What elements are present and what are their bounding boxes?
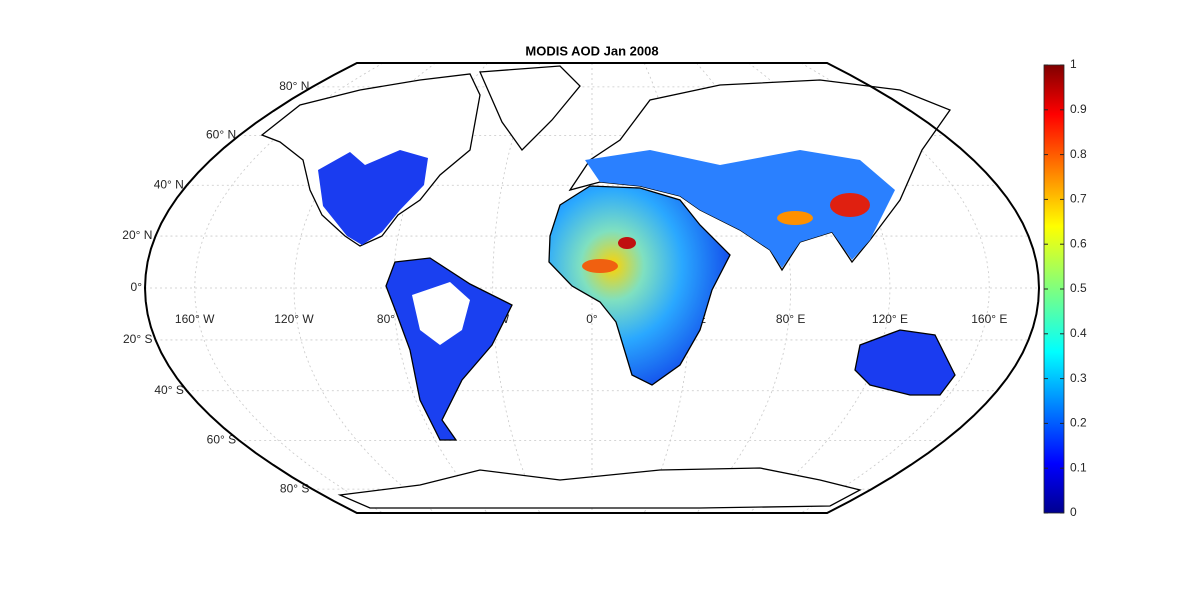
colorbar-tick-label: 0.6 [1070,236,1087,250]
lon-label: 80° E [776,312,805,326]
aod-hotspot [830,193,870,217]
land [260,65,956,509]
antarctica [337,467,862,509]
lat-label: 60° N [206,128,236,142]
colorbar-tick-label: 0.8 [1070,147,1087,161]
meridian [194,62,384,514]
meridian [800,62,990,514]
aod-hotspot [582,259,618,273]
colorbar-ticks: 0 0.1 0.2 0.3 0.4 0.5 0.6 0.7 0.8 0.9 1 [1044,57,1087,519]
colorbar-tick-label: 0.5 [1070,281,1087,295]
colorbar-tick-label: 0.7 [1070,192,1087,206]
lat-label: 80° S [280,481,309,495]
north-america [260,73,481,247]
colorbar-tick-label: 1 [1070,57,1077,71]
lat-label: 40° S [154,383,183,397]
colorbar-tick-label: 0 [1070,505,1077,519]
colorbar-tick-label: 0.2 [1070,416,1087,430]
colorbar-tick-label: 0.9 [1070,102,1087,116]
map-frame [143,62,1041,514]
lon-label: 120° W [274,312,314,326]
lat-label: 60° S [207,433,236,447]
aod-hotspot [618,237,636,249]
lon-label: 160° E [971,312,1007,326]
lon-label: 0° [586,312,598,326]
greenland [479,65,581,152]
colorbar-tick-label: 0.4 [1070,326,1087,340]
colorbar-tick-label: 0.3 [1070,371,1087,385]
africa [548,185,731,386]
meridian [748,62,891,514]
lat-label: 80° N [279,79,309,93]
lon-label: 160° W [175,312,215,326]
map-title: MODIS AOD Jan 2008 [525,43,658,58]
colorbar-tick-label: 0.1 [1070,460,1087,474]
meridian [293,62,436,514]
lon-label: 120° E [872,312,908,326]
lat-label: 20° N [122,228,152,242]
aod-hotspot [777,211,813,225]
aod-gap [412,282,470,345]
lat-label: 20° S [123,332,152,346]
aod-north-america [318,150,428,245]
australia [854,329,956,396]
meridian [492,62,541,514]
lat-label: 40° N [154,177,184,191]
lat-label: 0° [131,280,143,294]
aod-eurasia [585,150,895,268]
